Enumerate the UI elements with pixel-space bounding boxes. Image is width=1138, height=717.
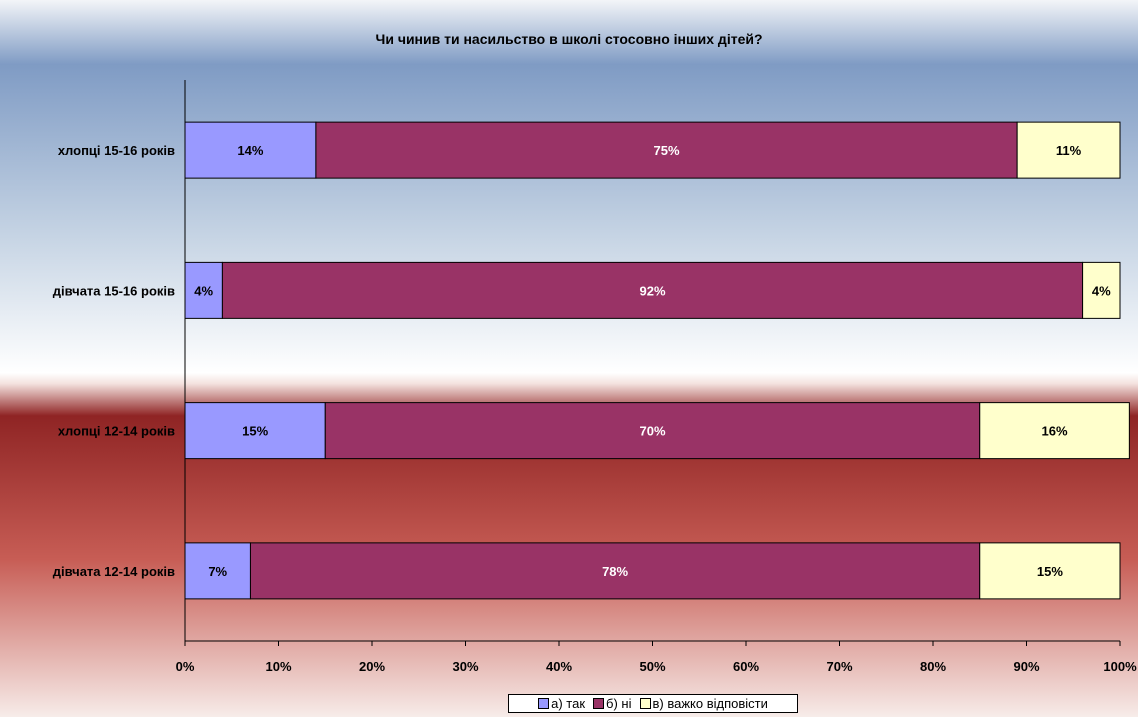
bar-segment: [184, 402, 326, 460]
data-label: 78%: [602, 564, 628, 579]
y-tick-label: хлопці 15-16 років: [58, 143, 175, 158]
data-label: 11%: [1056, 143, 1082, 158]
legend-label-yes: а) так: [551, 696, 586, 711]
y-tick-label: дівчата 15-16 років: [53, 283, 175, 298]
legend-item-no: б) ні: [593, 696, 632, 711]
legend-swatch-no: [593, 698, 605, 709]
data-label: 70%: [639, 424, 665, 439]
data-label: 4%: [1092, 283, 1111, 298]
x-tick-label: 60%: [733, 659, 759, 674]
y-tick-label: дівчата 12-14 років: [53, 564, 175, 579]
bar-segment: [184, 121, 317, 179]
x-tick-label: 100%: [1103, 659, 1137, 674]
data-label: 7%: [208, 564, 227, 579]
x-tick-label: 30%: [452, 659, 478, 674]
bar-segment: [1082, 261, 1121, 319]
bar-segment: [324, 402, 981, 460]
bar-segment: [1016, 121, 1121, 179]
bar-segment: [184, 542, 251, 600]
x-tick-label: 0%: [176, 659, 195, 674]
legend-swatch-hard-to-say: [639, 698, 651, 709]
legend-swatch-yes: [538, 698, 550, 709]
x-tick-label: 10%: [265, 659, 291, 674]
legend-item-hard-to-say: в) важко відповісти: [639, 696, 768, 711]
bar-segment: [315, 121, 1018, 179]
x-tick-label: 90%: [1013, 659, 1039, 674]
x-tick-label: 20%: [359, 659, 385, 674]
legend-item-yes: а) так: [538, 696, 585, 711]
x-tick-label: 40%: [546, 659, 572, 674]
data-label: 4%: [194, 283, 213, 298]
data-label: 15%: [242, 424, 268, 439]
data-label: 75%: [654, 143, 680, 158]
x-tick-label: 70%: [826, 659, 852, 674]
data-label: 14%: [237, 143, 263, 158]
data-label: 92%: [639, 283, 665, 298]
x-tick-label: 80%: [920, 659, 946, 674]
y-tick-label: хлопці 12-14 років: [58, 424, 175, 439]
chart-title: Чи чинив ти насильство в школі стосовно …: [375, 31, 762, 47]
data-label: 16%: [1042, 424, 1068, 439]
x-tick-label: 50%: [639, 659, 665, 674]
data-label: 15%: [1037, 564, 1063, 579]
bar-segment: [979, 402, 1130, 460]
legend: а) так б) ні в) важко відповісти: [508, 694, 798, 713]
legend-label-no: б) ні: [606, 696, 632, 711]
bar-segment: [221, 261, 1084, 319]
bar-segment: [979, 542, 1121, 600]
legend-label-hard-to-say: в) важко відповісти: [652, 696, 768, 711]
